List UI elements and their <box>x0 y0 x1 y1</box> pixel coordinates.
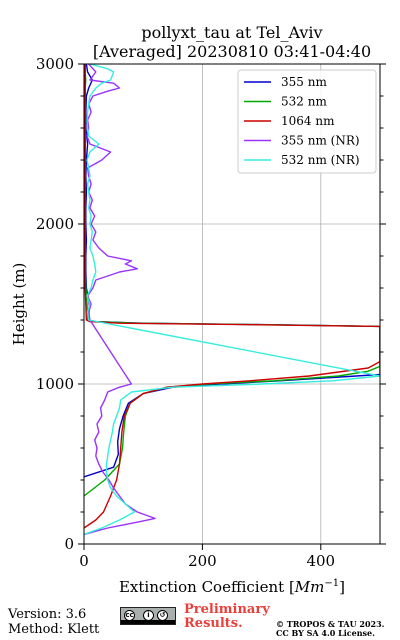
x-tick-label: 0 <box>79 552 89 570</box>
badge-strip <box>121 620 175 624</box>
x-axis-unit: Mm <box>294 578 325 596</box>
preliminary-line-2: Results. <box>184 616 243 631</box>
legend-label-532-nm-nr: 532 nm (NR) <box>281 153 360 167</box>
version-label: Version: 3.6 <box>8 607 87 622</box>
axis-ticks: 0 200 400 0 1000 2000 3000 <box>36 55 386 570</box>
chart-subtitle: [Averaged] 20230810 03:41-04:40 <box>93 42 371 61</box>
copyright-line-1: © TROPOS & TAU 2023. <box>276 619 385 629</box>
chart-title: pollyxt_tau at Tel_Aviv <box>141 23 322 42</box>
legend-box <box>237 69 377 174</box>
preliminary-line-1: Preliminary <box>184 602 270 617</box>
y-axis-label: Height (m) <box>10 263 28 346</box>
y-tick-label: 0 <box>64 535 74 553</box>
series-lines <box>84 64 380 536</box>
cc-by-sa-badge: cc i ↺ <box>120 607 176 625</box>
x-tick-label: 400 <box>306 552 335 570</box>
series-line-532-nm-nr <box>84 64 380 536</box>
plot-frame <box>83 63 381 545</box>
legend-label-532-nm: 532 nm <box>281 95 327 109</box>
y-tick-label: 1000 <box>36 375 74 393</box>
y-tick-label: 3000 <box>36 55 74 73</box>
series-line-355-nm-nr <box>84 64 156 536</box>
copyright-line-2: CC BY SA 4.0 License. <box>276 628 375 638</box>
preliminary-results-label: Preliminary Results. <box>184 603 270 631</box>
copyright-notice: © TROPOS & TAU 2023. CC BY SA 4.0 Licens… <box>276 620 384 638</box>
y-tick-label: 2000 <box>36 215 74 233</box>
x-axis-label: Extinction Coefficient [Mm−1] <box>119 578 345 596</box>
legend-label-355-nm-nr: 355 nm (NR) <box>281 134 360 148</box>
method-label: Method: Klett <box>8 622 100 637</box>
legend-label-355-nm: 355 nm <box>281 75 327 89</box>
legend-label-1064-nm: 1064 nm <box>281 114 335 128</box>
x-axis-unit-exponent: −1 <box>324 578 339 589</box>
legend: 355 nm 532 nm 1064 nm 355 nm (NR) 532 nm (NR… <box>237 69 377 174</box>
series-line-1064-nm <box>84 64 380 529</box>
x-tick-label: 200 <box>188 552 217 570</box>
